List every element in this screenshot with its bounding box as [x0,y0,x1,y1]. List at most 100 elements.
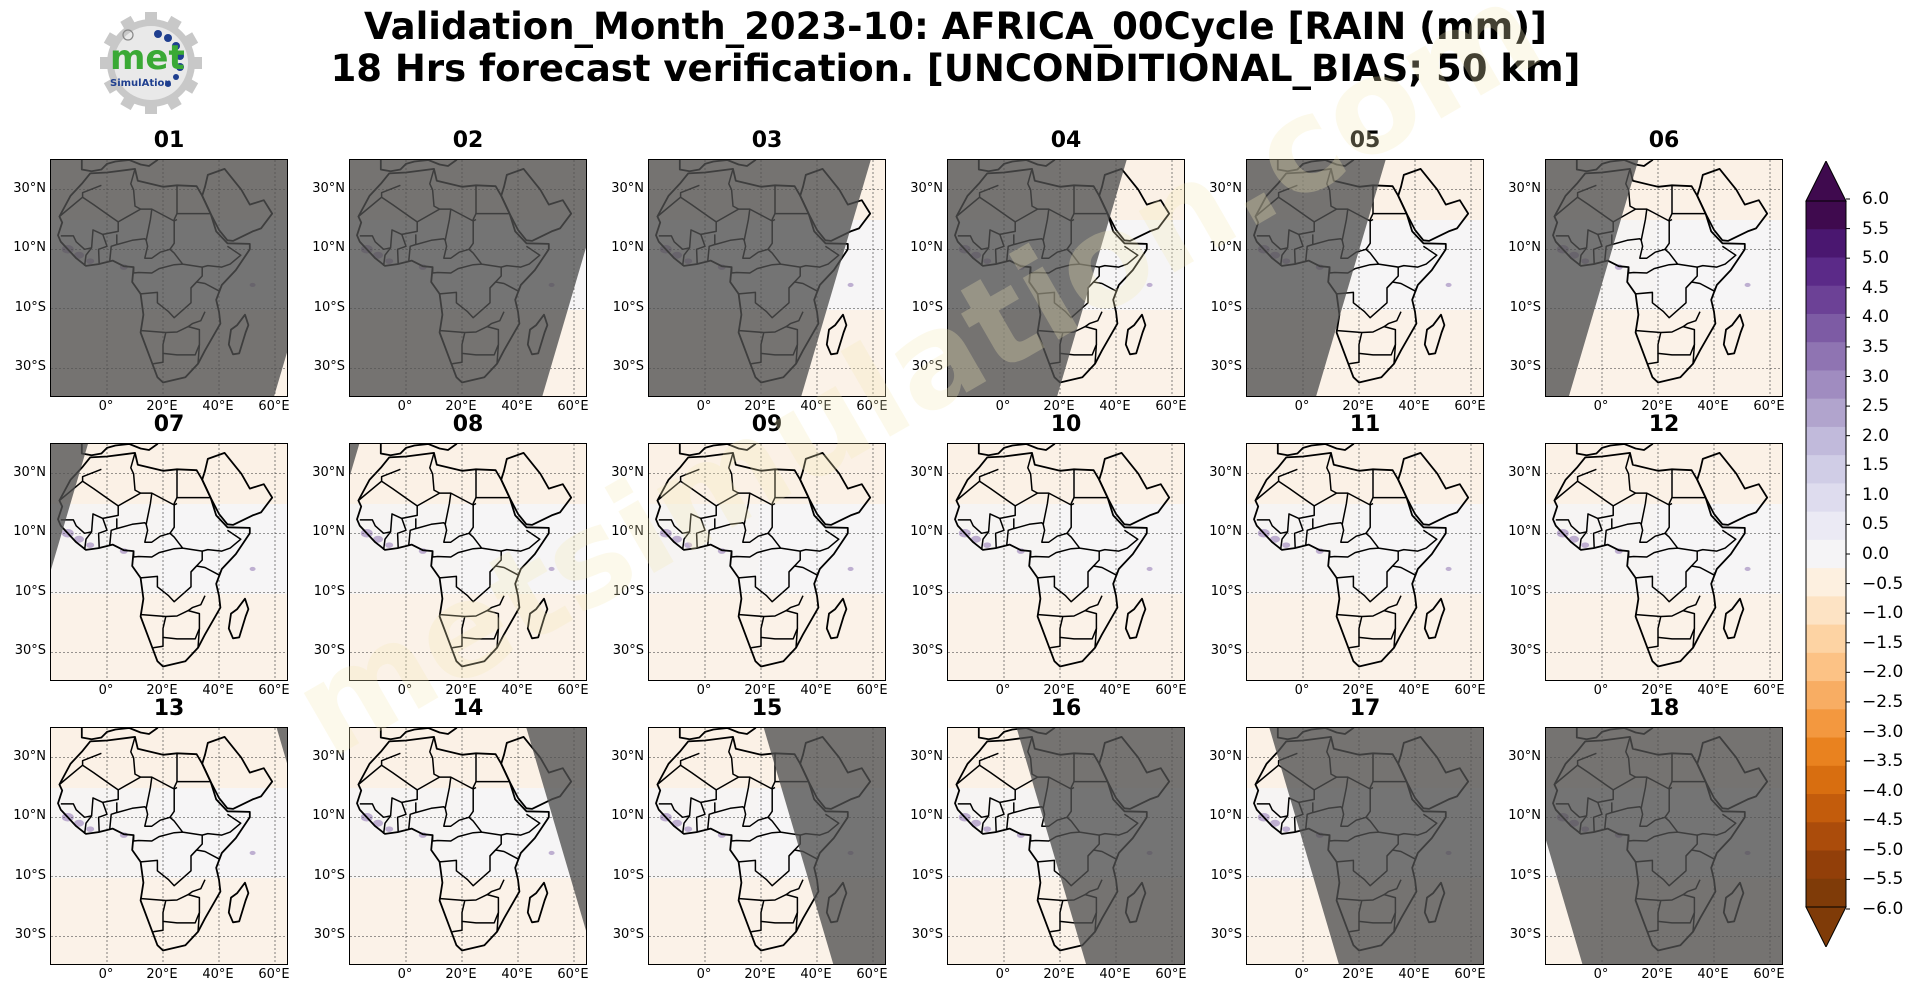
map-canvas [1247,728,1483,964]
map-frame [1246,443,1484,681]
madagascar-coastline [526,881,549,924]
country-border [489,551,502,573]
colorbar-tick-label: −4.0 [1862,780,1904,801]
country-border [496,912,500,932]
country-border [1692,344,1696,364]
lon-tick-label: 20°E [146,967,178,982]
europe-coastline [1276,444,1355,457]
country-border [680,764,776,791]
lon-tick-label: 20°E [1043,683,1075,698]
country-border [130,736,141,778]
map-frame [1545,443,1783,681]
colorbar-swatch [1806,455,1846,484]
map-canvas [1546,728,1782,964]
lat-tick-label: 10°S [14,299,46,315]
lat-tick-label: 10°N [910,808,943,824]
country-border [431,547,482,558]
map-canvas [350,728,586,964]
lon-tick-label: 0° [397,967,413,982]
country-border [381,480,477,507]
europe-coastline [80,444,159,457]
bias-spot [373,819,383,827]
lat-tick-label: 30°N [910,464,943,480]
bias-spot [249,850,256,856]
bias-spot [1744,282,1751,288]
lat-tick-label: 10°S [313,867,345,883]
colorbar-tick-label: 0.0 [1862,544,1890,564]
country-border [1312,522,1343,530]
map-frame [1545,727,1783,965]
madagascar-coastline [825,313,848,356]
colorbar-swatch [1806,822,1846,852]
map-panel-08: 08 30°N 10°N 10°S 30°S 0° 20°E 40°E 60°E [312,412,588,698]
lat-tick-label: 10°N [1209,240,1242,256]
bias-spot [1445,566,1452,572]
lat-tick-label: 10°S [14,867,46,883]
country-border [116,522,147,530]
colorbar-extend-top [1805,161,1847,202]
lat-tick-label: 30°N [1508,180,1541,196]
map-canvas [649,160,885,396]
colorbar-tick-label: 2.0 [1862,425,1890,446]
figure-title: Validation_Month_2023-10: AFRICA_00Cycle… [0,6,1911,90]
country-border [190,551,203,573]
europe-coastline [678,728,757,741]
lon-tick-label: 60°E [1454,683,1486,698]
arabia-coastline [1696,168,1769,242]
country-border [439,565,519,603]
panel-title: 17 [1349,696,1381,721]
madagascar-coastline [526,597,549,640]
lat-tick-label: 30°N [1209,748,1242,764]
bias-spot [672,535,682,543]
country-border [1036,609,1098,640]
africa-coastline [1253,452,1447,668]
country-border [742,776,769,827]
lon-tick-label: 0° [696,683,712,698]
africa-coastline [655,452,849,668]
country-border [795,912,799,932]
lon-tick-label: 0° [995,967,1011,982]
lon-tick-label: 20°E [1641,967,1673,982]
lon-tick-label: 0° [98,399,114,414]
country-border [357,468,401,502]
met-simulation-logo: met SimulAtion [98,10,204,116]
title-line-2: 18 Hrs forecast verification. [UNCONDITI… [330,47,1581,90]
bias-spot [1581,542,1590,548]
bias-spot [1282,826,1291,832]
lon-tick-label: 20°E [1641,399,1673,414]
europe-coastline [977,444,1056,457]
country-border [1027,452,1038,494]
bias-spot [1569,535,1579,543]
lat-tick-label: 10°N [13,524,46,540]
lon-tick-label: 40°E [1398,683,1430,698]
country-border [415,806,446,814]
country-border [1006,802,1015,829]
colorbar-extend-bottom [1805,906,1847,947]
colorbar-swatch [1806,681,1846,710]
country-border [955,468,999,502]
lon-tick-label: 60°E [1753,683,1785,698]
country-border [1393,344,1397,364]
country-border [1340,492,1367,543]
map-panel-17: 17 30°N 10°N 10°S 30°S 0° 20°E 40°E 60°E [1209,696,1485,982]
map-frame [349,159,587,397]
country-border [140,565,220,603]
lon-tick-label: 40°E [202,967,234,982]
map-panel-13: 13 30°N 10°N 10°S 30°S 0° 20°E 40°E 60°E [13,696,289,982]
country-border [730,547,781,558]
lon-tick-label: 40°E [202,683,234,698]
map-canvas [948,728,1184,964]
night-shade [649,160,871,396]
country-border [382,531,392,550]
colorbar-tick-label: 6.0 [1862,189,1890,209]
country-border [1013,522,1044,530]
bias-spot [1270,535,1280,543]
lon-tick-label: 0° [1593,399,1609,414]
country-border [728,736,739,778]
bias-spot [385,826,394,832]
country-border [1293,518,1304,549]
country-border [681,815,691,834]
colorbar-swatch [1806,511,1846,541]
lat-tick-label: 30°N [611,464,644,480]
country-border [1279,531,1289,550]
